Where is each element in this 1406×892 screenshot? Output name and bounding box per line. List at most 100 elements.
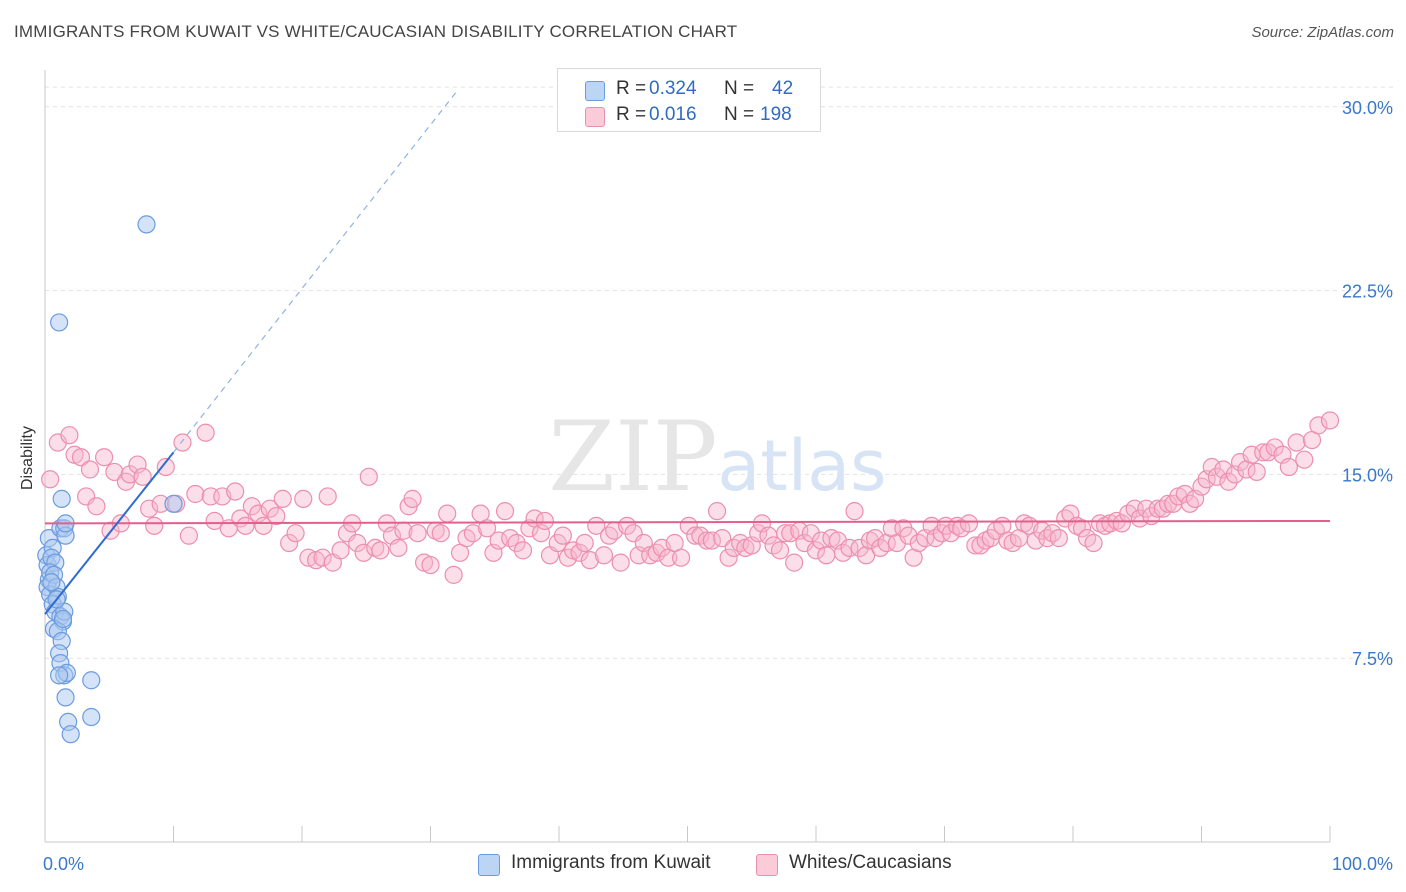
pink-data-point: [719, 548, 738, 567]
pink-data-point: [1153, 499, 1173, 518]
blue-data-point: [52, 489, 71, 508]
pink-data-point: [1254, 443, 1273, 462]
source-note: Source: ZipAtlas.com: [1251, 24, 1394, 41]
pink-data-point: [313, 548, 332, 567]
pink-data-point: [156, 457, 175, 477]
blue-data-point: [53, 609, 73, 629]
pink-data-point: [236, 516, 255, 535]
pink-data-point: [389, 538, 408, 558]
pink-data-point: [647, 543, 666, 562]
pink-data-point: [371, 541, 390, 560]
blue-data-point: [164, 494, 183, 513]
pink-data-point: [444, 565, 463, 584]
blue-data-point: [56, 688, 75, 707]
whites-legend-swatch: [756, 854, 778, 876]
pink-data-point: [145, 516, 164, 535]
pink-data-point: [697, 531, 716, 550]
pink-data-point: [196, 423, 215, 442]
blue-data-point: [50, 666, 69, 685]
pink-data-point: [966, 536, 985, 555]
tick-labels: 7.5% 15.0% 22.5% 30.0% 0.0% 100.0%: [43, 98, 1393, 874]
pink-data-point: [273, 489, 292, 508]
pink-data-point: [1279, 457, 1298, 477]
kuwait-r-value: 0.324: [649, 78, 697, 99]
gridlines: [45, 86, 1394, 659]
watermark-atlas: atlas: [717, 425, 886, 507]
pink-data-point: [359, 467, 378, 486]
kuwait-legend-label: Immigrants from Kuwait: [511, 852, 711, 873]
pink-data-point: [331, 541, 350, 560]
pink-data-point: [850, 538, 869, 558]
legend-row-whites: R = 0.016 N = 198: [558, 102, 820, 128]
y-tick-label: 7.5%: [1352, 649, 1393, 669]
pink-data-point: [87, 497, 106, 516]
pink-data-point: [133, 467, 152, 486]
blue-trend-line: [44, 451, 175, 615]
pink-data-point: [463, 524, 483, 543]
pink-data-point: [139, 499, 159, 518]
pink-data-point: [535, 511, 554, 531]
blue-data-point: [42, 573, 61, 592]
pink-data-point: [1175, 484, 1194, 504]
pink-data-point: [857, 546, 876, 565]
pink-series-points: [41, 411, 1340, 584]
y-tick-label: 30.0%: [1342, 98, 1393, 118]
pink-data-point: [1295, 450, 1314, 469]
pink-data-point: [186, 484, 205, 504]
pink-data-point: [513, 541, 533, 560]
y-tick-label: 15.0%: [1342, 465, 1393, 485]
pink-data-point: [553, 526, 572, 545]
kuwait-swatch: [585, 81, 605, 101]
bottom-legend-kuwait[interactable]: Immigrants from Kuwait: [478, 850, 738, 878]
pink-data-point: [801, 524, 820, 543]
pink-data-point: [594, 546, 614, 565]
whites-legend-label: Whites/Caucasians: [789, 852, 952, 873]
trend-lines: [44, 91, 1331, 615]
n-label: N =: [724, 78, 755, 99]
pink-data-point: [1247, 462, 1266, 482]
pink-data-point: [971, 536, 990, 555]
kuwait-legend-swatch: [478, 854, 500, 876]
pink-data-point: [80, 460, 100, 479]
whites-swatch: [585, 107, 605, 127]
pink-data-point: [489, 531, 508, 550]
pink-data-point: [959, 514, 979, 533]
pink-data-point: [242, 497, 261, 516]
pink-data-point: [671, 548, 691, 567]
blue-data-point: [82, 671, 101, 690]
stats-legend: R = 0.324 N = 42 R = 0.016 N = 198: [557, 68, 821, 132]
bottom-legend-whites[interactable]: Whites/Caucasians: [756, 850, 976, 878]
pink-data-point: [1320, 411, 1340, 430]
blue-trend-extension: [173, 91, 457, 453]
pink-data-point: [60, 426, 79, 445]
pink-data-point: [477, 519, 497, 538]
pink-data-point: [1049, 529, 1068, 548]
pink-data-point: [294, 489, 313, 508]
pink-data-point: [713, 529, 732, 548]
chart-title: IMMIGRANTS FROM KUWAIT VS WHITE/CAUCASIA…: [14, 22, 738, 41]
pink-data-point: [95, 448, 114, 467]
blue-data-point: [82, 707, 101, 727]
pink-trend-line: [44, 519, 1331, 525]
x-tick-label-max: 100.0%: [1332, 854, 1393, 874]
pink-data-point: [173, 433, 192, 452]
pink-data-point: [840, 538, 859, 558]
pink-data-point: [580, 551, 599, 570]
whites-n-value: 198: [760, 104, 792, 125]
r-label: R =: [616, 78, 647, 99]
blue-series-points: [37, 215, 183, 744]
pink-data-point: [348, 533, 367, 553]
pink-data-point: [1207, 467, 1227, 486]
pink-data-point: [267, 506, 286, 526]
pink-data-point: [205, 511, 224, 531]
pink-data-point: [941, 524, 961, 543]
pink-data-point: [575, 533, 594, 553]
pink-data-point: [600, 526, 619, 545]
pink-data-point: [179, 526, 199, 545]
whites-r-value: 0.016: [649, 104, 697, 125]
legend-row-kuwait: R = 0.324 N = 42: [558, 76, 820, 102]
pink-data-point: [41, 470, 60, 489]
pink-data-point: [1072, 519, 1092, 538]
pink-data-point: [686, 526, 705, 545]
